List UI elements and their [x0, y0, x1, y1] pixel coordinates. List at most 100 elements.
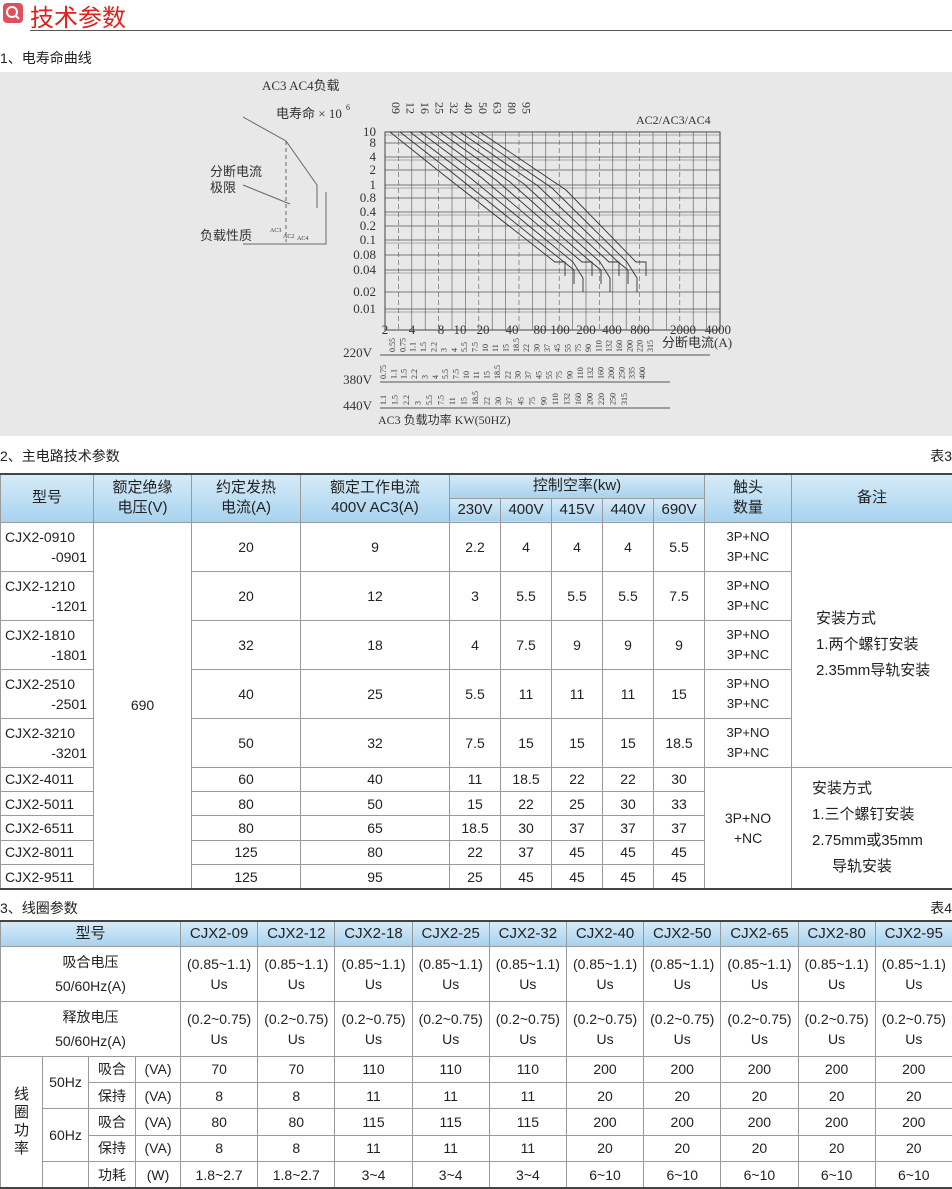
coil-value: 11 [335, 1135, 412, 1161]
work-current-cell: 80 [301, 840, 450, 864]
coil-value: 8 [181, 1082, 258, 1108]
header-voltage: 400V [501, 498, 552, 522]
power-tick-label: 5.5 [441, 369, 450, 379]
row-name: 保持 [89, 1135, 136, 1161]
model-label: 16 [418, 102, 432, 114]
coil-value: 6~10 [644, 1162, 721, 1188]
power-tick-label: 37 [543, 344, 552, 352]
power-tick-label: 22 [522, 344, 531, 352]
header-model-col: CJX2-32 [489, 921, 566, 946]
power-tick-label: 110 [594, 340, 603, 352]
coil-value: 115 [335, 1109, 412, 1135]
power-tick-label: 4 [450, 348, 459, 352]
power-cell: 45 [552, 865, 603, 889]
work-current-cell: 65 [301, 816, 450, 840]
power-cell: 15 [552, 718, 603, 767]
y-tick-label: 0.01 [353, 301, 376, 316]
row-unit: (VA) [136, 1109, 181, 1135]
model-cell: CJX2-0910-0901 [1, 522, 94, 571]
power-cell: 30 [603, 791, 654, 815]
power-cell: 18.5 [450, 816, 501, 840]
model-cell: CJX2-5011 [1, 791, 94, 815]
power-tick-label: 15 [483, 371, 492, 379]
power-cell: 18.5 [654, 718, 705, 767]
power-cell: 45 [501, 865, 552, 889]
power-tick-label: 1.1 [379, 395, 388, 405]
coil-value: 20 [566, 1082, 643, 1108]
row-unit: (VA) [136, 1056, 181, 1082]
y-tick-label: 0.4 [360, 204, 377, 219]
power-cell: 30 [654, 767, 705, 791]
power-tick-label: 15 [502, 344, 511, 352]
pickup-value: (0.85~1.1)Us [644, 946, 721, 1001]
hz-label: 60Hz [43, 1109, 89, 1162]
x-axis-label: 分断电流(A) [662, 335, 732, 350]
coil-value: 200 [566, 1056, 643, 1082]
model-cell: CJX2-3210-3201 [1, 718, 94, 767]
power-cell: 45 [603, 865, 654, 889]
model-cell: CJX2-2510-2501 [1, 669, 94, 718]
power-tick-label: 110 [551, 393, 560, 405]
divider [30, 30, 952, 31]
power-tick-label: 400 [638, 367, 647, 379]
power-tick-label: 160 [597, 367, 606, 379]
coil-value: 8 [181, 1135, 258, 1161]
work-current-cell: 95 [301, 865, 450, 889]
work-current-cell: 25 [301, 669, 450, 718]
coil-value: 8 [258, 1135, 335, 1161]
work-current-cell: 40 [301, 767, 450, 791]
coil-value: 200 [644, 1109, 721, 1135]
header-model-col: CJX2-80 [798, 921, 875, 946]
coil-value: 80 [181, 1109, 258, 1135]
row-name: 吸合 [89, 1056, 136, 1082]
power-tick-label: 200 [625, 340, 634, 352]
power-tick-label: 132 [563, 393, 572, 405]
header-model-col: CJX2-25 [412, 921, 489, 946]
power-tick-label: 15 [459, 397, 468, 405]
model-label: 50 [476, 102, 490, 114]
power-tick-label: 30 [532, 344, 541, 352]
power-tick-label: 11 [491, 344, 500, 352]
power-tick-label: 200 [607, 367, 616, 379]
row-name: 功耗 [89, 1162, 136, 1188]
header-model-col: CJX2-40 [566, 921, 643, 946]
power-cell: 37 [654, 816, 705, 840]
heat-current-cell: 60 [192, 767, 301, 791]
power-cell: 25 [450, 865, 501, 889]
power-cell: 45 [603, 840, 654, 864]
model-label: 40 [462, 102, 476, 114]
model-cell: CJX2-6511 [1, 816, 94, 840]
power-cell: 2.2 [450, 522, 501, 571]
power-cell: 11 [450, 767, 501, 791]
header-voltage: 230V [450, 498, 501, 522]
coil-value: 110 [412, 1056, 489, 1082]
release-value: (0.2~0.75)Us [489, 1001, 566, 1056]
header-heat: 约定发热电流(A) [192, 474, 301, 522]
power-tick-label: 18.5 [512, 338, 521, 352]
power-tick-label: 2.2 [402, 395, 411, 405]
coil-value: 200 [798, 1056, 875, 1082]
header-voltage: 415V [552, 498, 603, 522]
coil-value: 200 [798, 1109, 875, 1135]
power-cell: 5.5 [603, 571, 654, 620]
header-voltage: 690V [654, 498, 705, 522]
plot-frame [385, 132, 720, 330]
power-cell: 5.5 [654, 522, 705, 571]
power-tick-label: 18.5 [471, 391, 480, 405]
power-tick-label: 45 [534, 371, 543, 379]
power-tick-label: 90 [584, 344, 593, 352]
power-tick-label: 90 [540, 397, 549, 405]
heat-current-cell: 20 [192, 522, 301, 571]
pickup-value: (0.85~1.1)Us [258, 946, 335, 1001]
voltage-label: 380V [343, 372, 373, 387]
power-tick-label: 11 [448, 397, 457, 405]
power-cell: 5.5 [501, 571, 552, 620]
